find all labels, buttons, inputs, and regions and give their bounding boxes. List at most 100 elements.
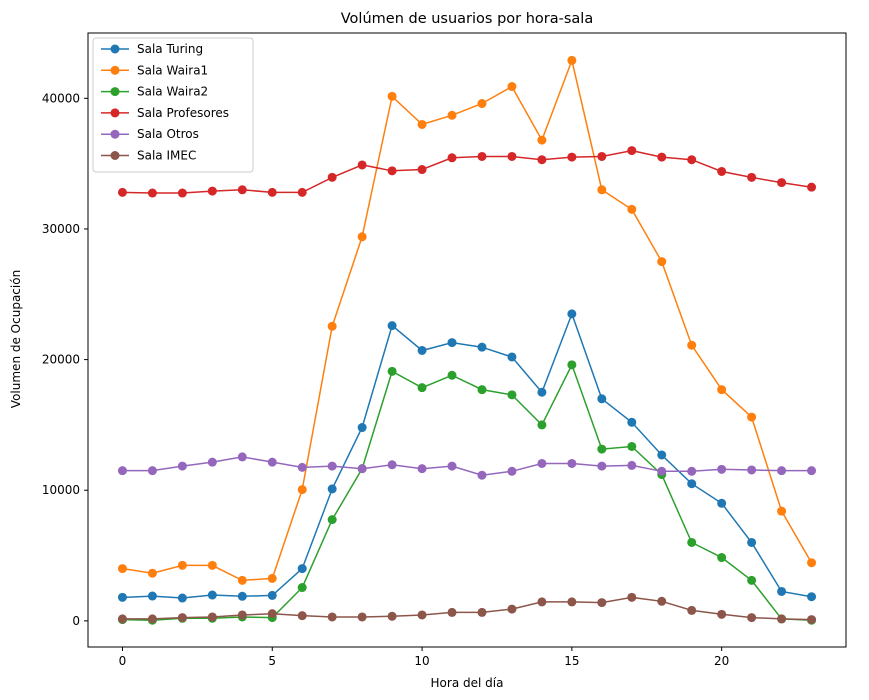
data-point <box>537 387 547 397</box>
data-point <box>597 394 607 404</box>
x-tick-label: 20 <box>714 654 729 668</box>
data-point <box>207 457 217 467</box>
data-point <box>357 612 367 622</box>
data-point <box>777 466 787 476</box>
data-point <box>207 560 217 570</box>
data-point <box>537 458 547 468</box>
data-point <box>297 564 307 574</box>
data-point <box>117 614 127 624</box>
data-point <box>567 360 577 370</box>
legend-label: Sala Waira2 <box>137 85 208 99</box>
data-point <box>147 466 157 476</box>
data-point <box>717 609 727 619</box>
legend-label: Sala IMEC <box>137 149 196 163</box>
y-tick-label: 30000 <box>42 222 80 236</box>
data-point <box>807 558 817 568</box>
data-point <box>447 370 457 380</box>
data-point <box>117 187 127 197</box>
data-point <box>807 466 817 476</box>
data-point <box>357 232 367 242</box>
data-point <box>507 466 517 476</box>
data-point <box>717 553 727 563</box>
legend-label: Sala Turing <box>137 42 203 56</box>
data-point <box>327 612 337 622</box>
data-point <box>687 466 697 476</box>
data-point <box>177 461 187 471</box>
data-point <box>117 466 127 476</box>
data-point <box>717 498 727 508</box>
data-point <box>477 99 487 109</box>
data-point <box>147 188 157 198</box>
data-point <box>447 110 457 120</box>
legend-marker <box>110 151 120 160</box>
data-point <box>417 165 427 175</box>
data-point <box>477 385 487 395</box>
series-2 <box>117 55 817 585</box>
data-point <box>747 613 757 623</box>
data-point <box>387 91 397 101</box>
data-point <box>207 590 217 600</box>
data-point <box>657 257 667 267</box>
data-point <box>627 592 637 602</box>
data-point <box>477 607 487 617</box>
data-point <box>267 187 277 197</box>
data-point <box>567 55 577 65</box>
data-point <box>687 605 697 615</box>
legend-item: Sala Profesores <box>101 106 229 120</box>
data-point <box>657 152 667 162</box>
data-point <box>207 612 217 622</box>
series-line <box>122 57 813 582</box>
data-point <box>597 185 607 195</box>
data-point <box>567 458 577 468</box>
data-point <box>627 146 637 156</box>
data-point <box>777 586 787 596</box>
y-tick-label: 40000 <box>42 91 80 105</box>
data-point <box>297 187 307 197</box>
data-point <box>717 166 727 176</box>
data-point <box>387 460 397 470</box>
legend-label: Sala Waira1 <box>137 63 208 77</box>
legend-item: Sala IMEC <box>101 149 196 163</box>
data-point <box>147 568 157 578</box>
data-point <box>537 155 547 165</box>
chart-title: Volúmen de usuarios por hora-sala <box>341 11 593 27</box>
data-point <box>297 485 307 495</box>
data-point <box>747 465 757 475</box>
data-point <box>237 185 247 195</box>
data-point <box>117 564 127 574</box>
data-point <box>537 420 547 430</box>
x-tick-label: 5 <box>268 654 276 668</box>
data-point <box>387 366 397 376</box>
data-point <box>207 186 217 196</box>
x-axis-label: Hora del día <box>431 676 504 690</box>
data-point <box>597 151 607 161</box>
data-point <box>537 597 547 607</box>
plot-area: 0 5 10 15 20 0 10000 20000 30000 40000 Sala Turing… <box>42 32 847 668</box>
legend-item: Sala Waira1 <box>101 63 208 77</box>
data-point <box>777 614 787 624</box>
data-point <box>417 119 427 129</box>
data-point <box>777 506 787 516</box>
data-point <box>147 591 157 601</box>
data-point <box>507 352 517 362</box>
data-point <box>597 598 607 608</box>
data-point <box>267 457 277 467</box>
data-point <box>507 151 517 161</box>
data-point <box>327 461 337 471</box>
data-point <box>597 444 607 454</box>
data-point <box>147 614 157 624</box>
legend-label: Sala Otros <box>137 127 199 141</box>
data-point <box>567 597 577 607</box>
series-line <box>122 456 812 476</box>
series-4 <box>117 146 817 198</box>
y-axis-label: Volumen de Ocupación <box>9 270 23 408</box>
data-point <box>507 82 517 92</box>
data-point <box>447 607 457 617</box>
legend-box <box>92 37 254 173</box>
data-point <box>357 464 367 474</box>
series-3 <box>117 360 817 625</box>
data-point <box>177 560 187 570</box>
data-point <box>297 583 307 593</box>
data-point <box>747 412 757 422</box>
data-point <box>267 590 277 600</box>
